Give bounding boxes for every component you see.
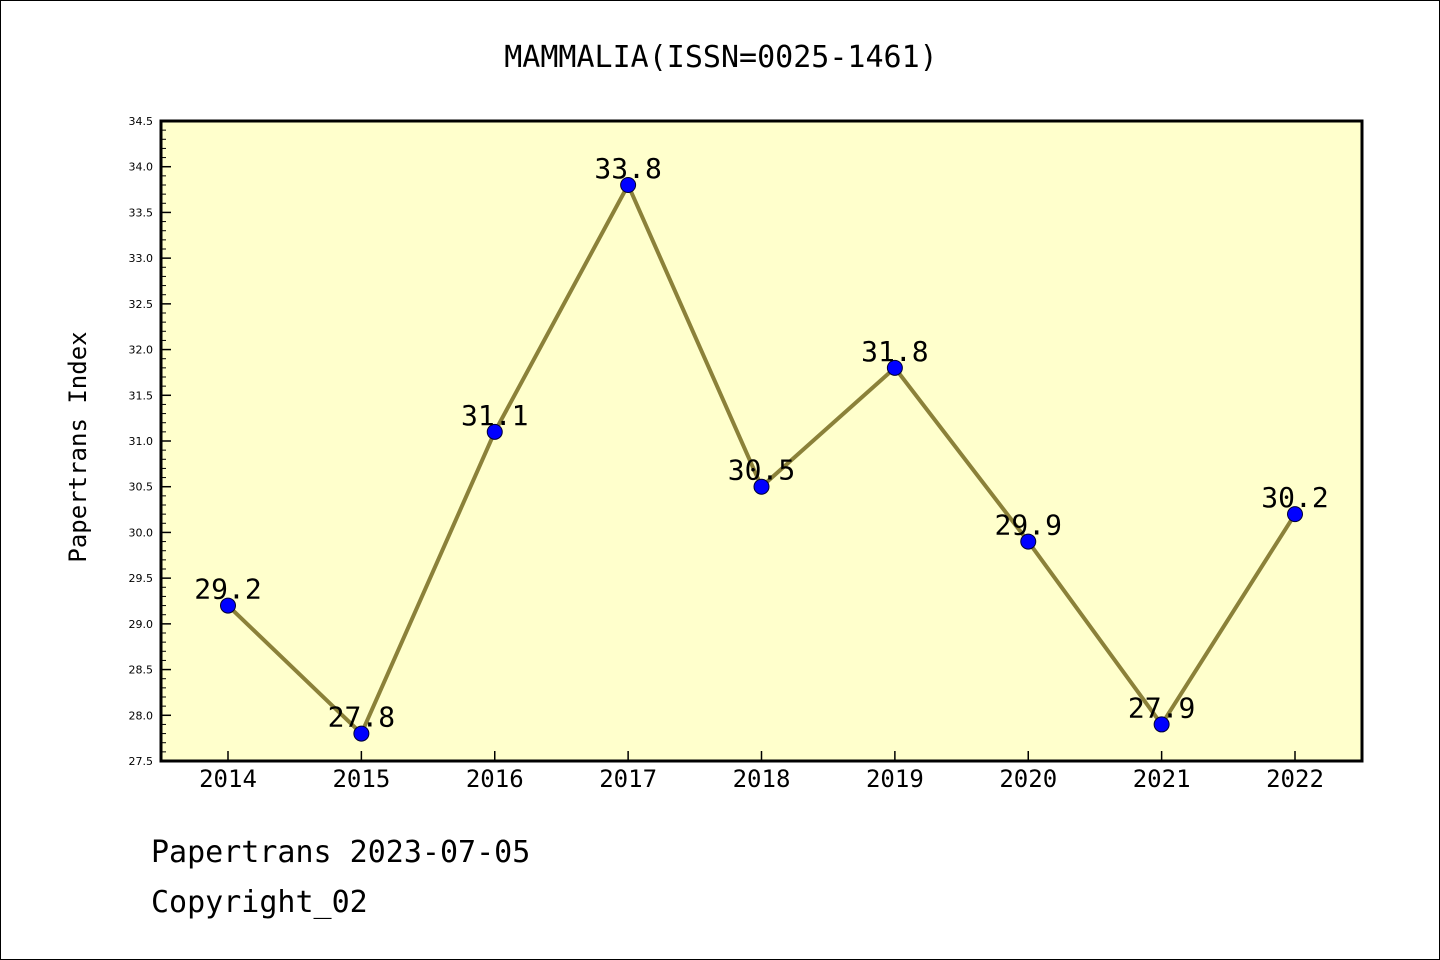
y-tick-label: 33.0 [129, 252, 154, 265]
x-tick-label: 2019 [866, 765, 924, 793]
data-point [486, 423, 503, 440]
x-tick-label: 2020 [999, 765, 1057, 793]
y-tick-label: 31.5 [129, 389, 154, 402]
plot-border [159, 119, 1364, 763]
data-label: 33.8 [594, 152, 661, 185]
y-tick-label: 34.0 [129, 161, 154, 174]
chart-title: MAMMALIA(ISSN=0025-1461) [504, 40, 937, 75]
x-tick-label: 2017 [599, 765, 657, 793]
data-markers [220, 177, 1303, 742]
y-tick-label: 33.5 [129, 206, 154, 219]
y-tick-label: 30.5 [129, 481, 154, 494]
data-labels: 29.2 27.8 31.1 33.8 30.5 31.8 29.9 27.9 30.2 [194, 152, 1328, 734]
plot-area [161, 121, 1362, 761]
y-tick-label: 34.5 [129, 115, 154, 128]
x-tick-label: 2022 [1266, 765, 1324, 793]
data-point [1020, 533, 1037, 550]
y-tick-label: 28.5 [129, 664, 154, 677]
x-tick-label: 2018 [733, 765, 791, 793]
y-tick-label: 31.0 [129, 435, 154, 448]
data-label: 31.1 [461, 399, 528, 432]
data-point [886, 359, 903, 376]
footer-copyright-line: Copyright_02 [151, 885, 368, 920]
data-point [1153, 716, 1170, 733]
data-label: 27.8 [328, 701, 395, 734]
y-tick-label: 27.5 [129, 755, 154, 768]
data-point [753, 478, 770, 495]
data-label: 30.2 [1261, 481, 1328, 514]
data-label: 27.9 [1128, 691, 1195, 724]
data-point [220, 597, 236, 614]
y-tick-label: 30.0 [129, 526, 154, 539]
data-label: 29.9 [995, 509, 1062, 542]
footer-date-line: Papertrans 2023-07-05 [151, 835, 531, 870]
data-label: 29.2 [194, 573, 261, 606]
y-axis-label: Papertrans Index [64, 331, 92, 562]
y-tick-label: 32.0 [129, 344, 154, 357]
data-point [353, 725, 370, 742]
y-axis: 27.5 28.0 28.5 29.0 29.5 30.0 30.5 31.0 31.5 32.0… [129, 115, 171, 768]
data-point [1287, 506, 1303, 523]
y-tick-label: 32.5 [129, 298, 154, 311]
y-tick-label: 29.5 [129, 572, 154, 585]
y-tick-label: 29.0 [129, 618, 154, 631]
x-tick-label: 2021 [1133, 765, 1191, 793]
y-tick-label: 28.0 [129, 709, 154, 722]
data-point [620, 177, 637, 193]
x-tick-label: 2014 [199, 765, 257, 793]
x-tick-label: 2016 [466, 765, 524, 793]
data-label: 30.5 [728, 454, 795, 487]
x-axis: 2014 2015 2016 2017 2018 2019 2020 2021 2022 [199, 751, 1324, 793]
x-tick-label: 2015 [332, 765, 390, 793]
data-label: 31.8 [861, 335, 928, 368]
